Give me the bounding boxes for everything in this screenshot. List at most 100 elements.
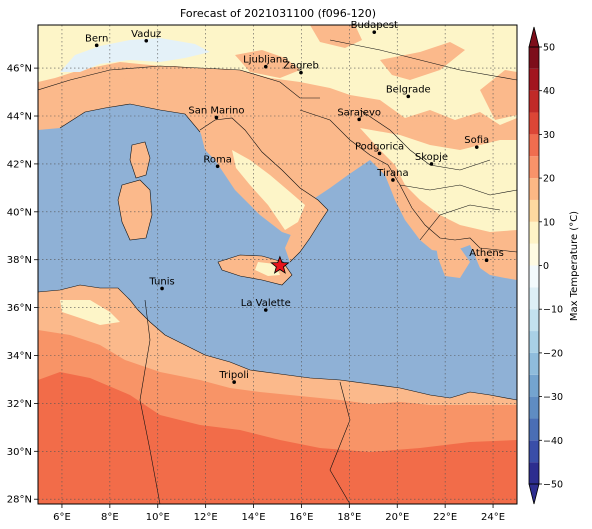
lon-tick-label: 18°E: [337, 512, 361, 523]
city-label: Tripoli: [218, 370, 249, 381]
colorbar-band: [529, 221, 539, 244]
colorbar-band: [529, 418, 539, 441]
lat-tick-label: 32°N: [7, 399, 32, 410]
city-dot: [232, 380, 236, 384]
city-dot: [372, 30, 377, 34]
city-label: Tunis: [148, 276, 174, 287]
city-dot: [357, 117, 361, 122]
city-label: Podgorica: [355, 141, 404, 152]
colorbar-tick-label: −20: [543, 348, 563, 359]
colorbar-band: [529, 374, 539, 397]
warm-patch-east: [480, 70, 517, 120]
lat-tick-label: 36°N: [7, 303, 32, 314]
colorbar-tick-label: 30: [543, 130, 555, 141]
lat-tick-label: 38°N: [7, 255, 32, 266]
axis-ticks: 6°E 8°E 10°E 12°E 14°E 16°E 18°E 20°E 22°E 24°E 28…: [7, 64, 505, 523]
city-label: La Valette: [241, 298, 291, 309]
lon-tick-label: 6°E: [53, 512, 71, 523]
lon-tick-label: 12°E: [194, 512, 218, 523]
city-dot: [429, 162, 434, 166]
africa-deep-band: [38, 372, 517, 504]
sardinia: [118, 180, 152, 240]
lat-tick-label: 44°N: [7, 112, 32, 123]
city-dot: [406, 94, 411, 99]
city-dot: [94, 43, 99, 48]
lon-tick-label: 10°E: [146, 512, 170, 523]
map-canvas: [38, 25, 517, 504]
colorbar-band: [529, 134, 539, 157]
lat-tick-label: 40°N: [7, 207, 32, 218]
site-marker: [270, 255, 290, 274]
colorbar-band: [529, 156, 539, 179]
colorbar: 50 40 30 20 10 0 −10 −20 −30 −40 −50: [528, 26, 563, 505]
city-label: Skopje: [415, 152, 448, 163]
warm-patch-north: [310, 25, 362, 48]
colorbar-tick-label: −10: [543, 305, 563, 316]
colorbar-tick-label: −30: [543, 392, 563, 403]
colorbar-extend-max: [528, 26, 540, 48]
city-dot: [144, 39, 149, 43]
colorbar-tick-label: 10: [543, 217, 555, 228]
colorbar-extend-min: [528, 483, 540, 505]
colorbar-band: [529, 47, 539, 69]
city-dot: [377, 151, 382, 156]
lon-tick-label: 24°E: [481, 512, 505, 523]
colorbar-band: [529, 112, 539, 135]
city-dot: [214, 115, 219, 120]
city-label: Zagreb: [283, 61, 319, 72]
lat-tick-label: 42°N: [7, 159, 32, 170]
colorbar-tick-label: −40: [543, 436, 563, 447]
lat-tick-label: 34°N: [7, 351, 32, 362]
warm-patch-serbia: [380, 42, 465, 80]
colorbar-band: [529, 352, 539, 375]
country-borders: [38, 39, 517, 504]
colorbar-tick-label: 20: [543, 174, 555, 185]
tunisia-pale-region: [60, 300, 120, 325]
city-label: Ljubljana: [243, 55, 288, 66]
lat-tick-label: 30°N: [7, 447, 32, 458]
colorbar-band: [529, 440, 539, 463]
city-label: San Marino: [188, 105, 244, 116]
colorbar-band: [529, 309, 539, 332]
colorbar-band: [529, 90, 539, 113]
lon-tick-label: 20°E: [385, 512, 409, 523]
city-dot: [263, 308, 268, 312]
colorbar-tick-label: 40: [543, 86, 555, 97]
colorbar-tick-label: 50: [543, 43, 555, 54]
lon-tick-label: 14°E: [242, 512, 266, 523]
city-dot: [215, 164, 220, 169]
city-dot: [160, 286, 164, 291]
city-label: Sarajevo: [337, 107, 381, 118]
colorbar-label: Max Temperature (°C): [569, 211, 580, 321]
city-label: Vaduz: [131, 29, 161, 40]
map-title: Forecast of 2021031100 (f096-120): [179, 7, 377, 20]
corsica: [130, 142, 150, 178]
city-label: Bern: [85, 33, 108, 44]
colorbar-tick-label: 0: [543, 261, 549, 272]
city-dot: [299, 70, 303, 75]
warm-patch-italy-north: [120, 66, 240, 96]
city-dot: [484, 258, 489, 262]
city-label: Sofia: [464, 135, 489, 146]
lat-tick-label: 28°N: [7, 495, 32, 506]
colorbar-band: [529, 68, 539, 91]
colorbar-band: [529, 243, 539, 266]
city-label: Roma: [203, 154, 232, 165]
lat-tick-label: 46°N: [7, 64, 32, 75]
colorbar-band: [529, 331, 539, 353]
city-label: Budapest: [351, 20, 398, 31]
colorbar-band: [529, 178, 539, 200]
colorbar-band: [529, 287, 539, 310]
city-label: Athens: [469, 248, 504, 259]
city-label: Tirana: [376, 168, 408, 179]
greece-south-warm: [435, 240, 470, 278]
city-dot: [391, 178, 395, 182]
italy-pale-region: [232, 150, 305, 230]
city-dot: [474, 145, 479, 149]
colorbar-band: [529, 265, 539, 288]
colorbar-band: [529, 199, 539, 222]
lon-tick-label: 8°E: [101, 512, 119, 523]
colorbar-band: [529, 396, 539, 419]
